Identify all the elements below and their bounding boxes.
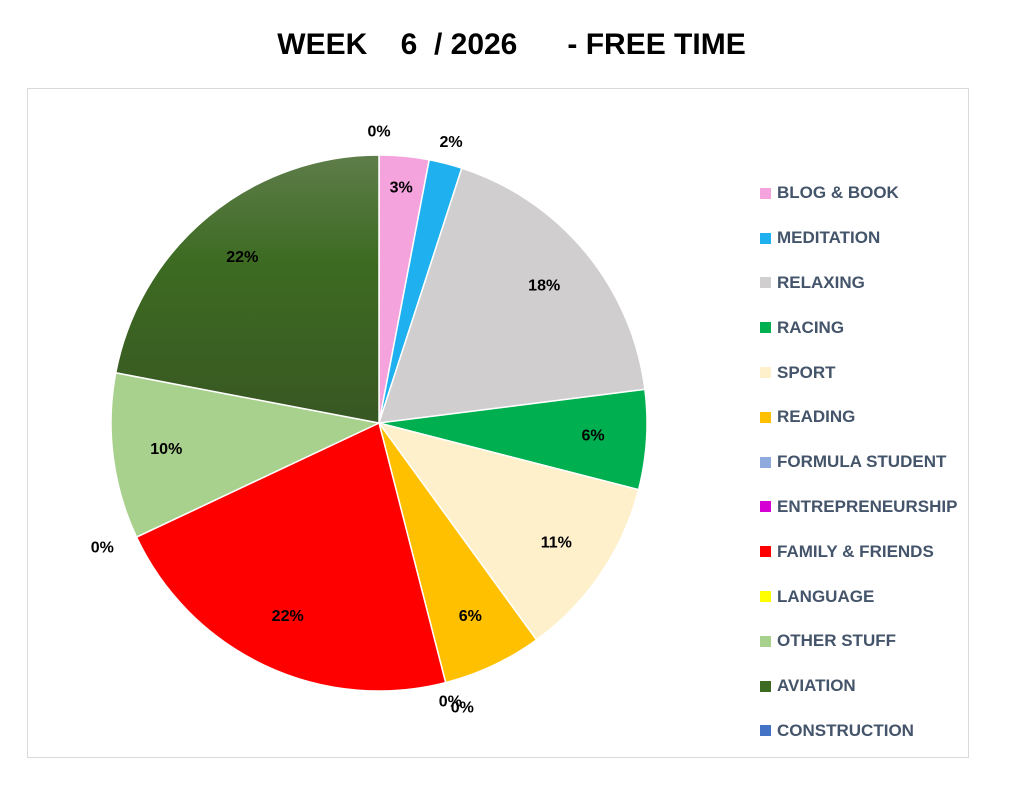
legend-label: RACING — [777, 317, 845, 337]
legend-swatch — [760, 725, 771, 737]
chart-title: WEEK 6 / 2026 - FREE TIME — [277, 28, 746, 61]
pie-slice-family-friends — [135, 421, 447, 692]
legend-swatch — [760, 680, 771, 692]
chart-area — [27, 88, 969, 758]
legend-label: BLOG & BOOK — [777, 183, 899, 203]
legend-item-relaxing: RELAXING — [760, 261, 957, 306]
legend-swatch — [760, 232, 771, 244]
legend-swatch — [760, 546, 771, 558]
legend-label: RELAXING — [777, 272, 865, 292]
data-label-formula-student: 0% — [439, 694, 462, 711]
chart-legend: BLOG & BOOK MEDITATION RELAXING RACING SPORT… — [760, 171, 957, 753]
pie-slice-aviation — [114, 154, 380, 424]
data-label-family-friends: 22% — [272, 608, 304, 625]
legend-item-racing: RACING — [760, 305, 957, 350]
data-label-blog-book: 3% — [390, 179, 413, 196]
legend-label: SPORT — [777, 362, 836, 382]
legend-swatch — [760, 635, 771, 647]
legend-label: FAMILY & FRIENDS — [777, 541, 934, 561]
legend-item-formula-student: FORMULA STUDENT — [760, 440, 957, 485]
data-label-entrepreneurship: 0% — [451, 700, 474, 717]
legend-label: LANGUAGE — [777, 586, 875, 606]
data-label-racing: 6% — [581, 428, 604, 445]
legend-swatch — [760, 277, 771, 289]
legend-swatch — [760, 456, 771, 468]
legend-item-meditation: MEDITATION — [760, 216, 957, 261]
data-label-relaxing: 18% — [528, 278, 560, 295]
legend-item-family-friends: FAMILY & FRIENDS — [760, 529, 957, 574]
legend-label: ENTREPRENEURSHIP — [777, 496, 958, 516]
legend-item-language: LANGUAGE — [760, 574, 957, 619]
legend-item-blog-book: BLOG & BOOK — [760, 171, 957, 216]
data-label-aviation: 22% — [226, 249, 258, 266]
legend-swatch — [760, 367, 771, 379]
pie-slice-relaxing — [377, 167, 646, 424]
legend-label: AVIATION — [777, 676, 856, 696]
legend-swatch — [760, 411, 771, 423]
legend-label: OTHER STUFF — [777, 631, 896, 651]
data-label-sport: 11% — [541, 535, 572, 552]
legend-swatch — [760, 591, 771, 603]
legend-item-other-stuff: OTHER STUFF — [760, 619, 957, 664]
pie-slice-sport — [377, 421, 640, 641]
legend-item-reading: READING — [760, 395, 957, 440]
legend-label: FORMULA STUDENT — [777, 452, 947, 472]
legend-item-entrepreneurship: ENTREPRENEURSHIP — [760, 485, 957, 530]
data-label-meditation: 2% — [439, 134, 462, 151]
data-label-other-stuff: 10% — [150, 441, 182, 458]
legend-label: CONSTRUCTION — [777, 720, 914, 740]
legend-item-construction: CONSTRUCTION — [760, 709, 957, 754]
legend-label: READING — [777, 407, 856, 427]
legend-swatch — [760, 187, 771, 199]
legend-label: MEDITATION — [777, 228, 881, 248]
legend-item-aviation: AVIATION — [760, 664, 957, 709]
legend-swatch — [760, 501, 771, 513]
data-label-language: 0% — [91, 540, 114, 557]
data-label-construction: 0% — [367, 123, 390, 140]
data-label-reading: 6% — [459, 608, 482, 625]
legend-item-sport: SPORT — [760, 350, 957, 395]
pie-slice-other-stuff — [110, 371, 382, 539]
legend-swatch — [760, 322, 771, 334]
